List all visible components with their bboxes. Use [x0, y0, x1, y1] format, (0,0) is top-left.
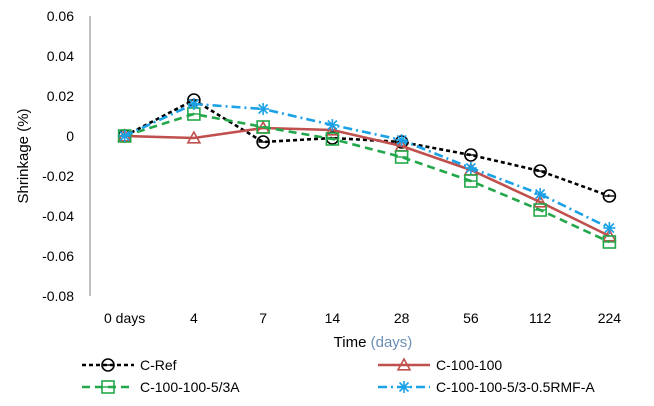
- legend-label: C-100-100: [436, 357, 502, 373]
- data-point-stroke: [258, 103, 269, 115]
- x-tick-label: 28: [394, 310, 410, 326]
- data-point: [534, 188, 547, 200]
- data-point: [186, 130, 202, 144]
- x-tick-label: 112: [529, 310, 552, 326]
- y-tick-label: -0.04: [42, 208, 74, 224]
- legend-marker-stroke: [398, 381, 410, 393]
- legend-label: C-100-100-5/3-0.5RMF-A: [436, 379, 595, 395]
- x-axis-title: Time (days): [334, 334, 413, 351]
- x-tick-label: 56: [463, 310, 479, 326]
- legend-marker: [101, 358, 115, 372]
- y-tick-label: -0.08: [42, 288, 74, 304]
- series-line: [124, 98, 610, 198]
- data-point-stroke: [119, 130, 130, 142]
- data-point: [256, 135, 270, 149]
- x-tick-label: 0 days: [104, 310, 145, 326]
- data-point: [464, 148, 478, 162]
- y-tick-label: -0.06: [42, 248, 74, 264]
- x-tick-label: 7: [259, 310, 267, 326]
- x-axis-title-text: Time: [334, 334, 371, 351]
- data-point: [326, 119, 339, 131]
- data-point: [187, 98, 200, 110]
- data-point-stroke: [327, 119, 338, 131]
- series-3: [118, 98, 616, 234]
- axes: 0.06 0.04 0.02 0 -0.02 -0.04 -0.06 -0.08 0 days 4…: [15, 8, 622, 351]
- series-line: [124, 112, 610, 244]
- data-point-stroke: [535, 188, 546, 200]
- x-axis-title-unit: (days): [371, 334, 413, 351]
- data-point: [257, 103, 270, 115]
- series-1: [117, 120, 617, 242]
- data-point: [532, 194, 548, 208]
- y-tick-label: 0.02: [47, 88, 74, 104]
- data-point: [325, 122, 340, 136]
- legend-item-0: C-Ref: [82, 357, 177, 373]
- series-2: [117, 107, 617, 249]
- legend-marker: [396, 357, 412, 371]
- data-point: [603, 222, 616, 234]
- x-tick-label: 224: [598, 310, 622, 326]
- y-axis-title: Shrinkage (%): [15, 108, 32, 203]
- y-tick-label: -0.02: [42, 168, 74, 184]
- data-point: [395, 134, 408, 146]
- series-line: [124, 126, 610, 238]
- series-line: [124, 102, 610, 230]
- y-tick-label: 0: [66, 128, 74, 144]
- legend-item-2: C-100-100-5/3A: [82, 379, 240, 395]
- y-tick-label: 0.04: [47, 48, 74, 64]
- data-point: [464, 162, 477, 174]
- data-point: [118, 130, 131, 142]
- y-tick-label: 0.06: [47, 8, 74, 24]
- legend-label: C-100-100-5/3A: [140, 379, 240, 395]
- data-point-stroke: [396, 134, 407, 146]
- data-point: [602, 189, 617, 203]
- legend-item-1: C-100-100: [378, 357, 502, 373]
- x-tick-label: 4: [190, 310, 198, 326]
- data-point-stroke: [188, 98, 199, 110]
- legend-item-3: C-100-100-5/3-0.5RMF-A: [378, 379, 595, 395]
- legend-marker: [398, 381, 410, 393]
- legend-label: C-Ref: [140, 357, 177, 373]
- data-point: [533, 164, 547, 178]
- legend: C-Ref C-100-100 C-100-100-5/3A C-100-100-5/…: [82, 357, 595, 395]
- data-point-stroke: [465, 162, 476, 174]
- series-lines: [117, 93, 617, 249]
- x-tick-label: 14: [325, 310, 341, 326]
- data-point-stroke: [604, 222, 615, 234]
